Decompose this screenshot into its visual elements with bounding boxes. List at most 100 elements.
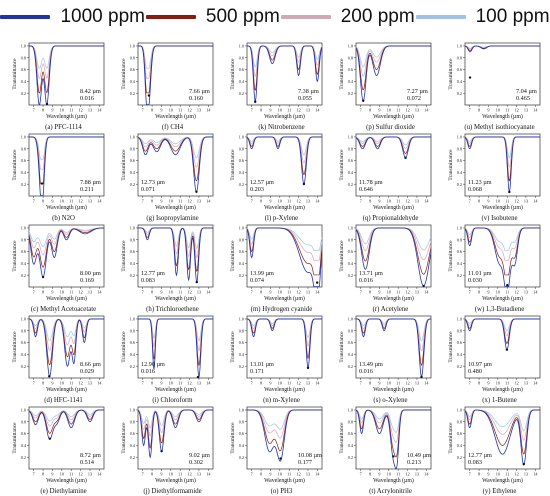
x-tick-label: 11 — [505, 290, 509, 295]
peak-marker — [506, 284, 509, 287]
spectrum-line-100ppm — [138, 409, 213, 429]
x-tick-label: 8 — [369, 381, 371, 386]
x-tick-label: 9 — [487, 108, 489, 113]
y-tick-label: 0.6 — [348, 158, 353, 163]
peak-marker — [508, 190, 511, 194]
legend-item-200ppm: 200 ppm — [280, 6, 415, 28]
panel-caption: (a) PFC-1114 — [45, 124, 82, 131]
x-axis-label: Wavelength (µm) — [46, 386, 87, 393]
x-tick-label: 14 — [315, 108, 320, 113]
peak-wavelength-label: 11.23 µm — [468, 179, 492, 186]
x-tick-label: 7 — [360, 108, 362, 113]
spectrum-panel: 0.2 0.4 0.6 0.8 1.0 7 8 9 10 11 12 13 14 Transmittanc… — [230, 42, 323, 131]
peak-value-label: 0.016 — [359, 368, 373, 375]
spectrum-line-500ppm — [29, 227, 104, 268]
y-tick-label: 0.8 — [21, 237, 26, 242]
y-tick-label: 0.2 — [348, 455, 353, 460]
y-tick-label: 0.6 — [239, 158, 244, 163]
y-tick-label: 0.4 — [130, 443, 136, 448]
spectrum-line-1000ppm — [356, 409, 431, 469]
y-tick-label: 1.0 — [348, 135, 353, 140]
x-tick-label: 13 — [415, 199, 419, 204]
y-tick-label: 0.2 — [457, 273, 462, 278]
y-tick-label: 0.2 — [457, 182, 462, 187]
panel-caption: (f) CH4 — [162, 124, 184, 131]
peak-marker — [160, 449, 163, 453]
x-tick-label: 12 — [78, 108, 82, 113]
x-tick-label: 8 — [260, 108, 262, 113]
x-tick-label: 8 — [478, 199, 480, 204]
x-tick-label: 14 — [533, 472, 538, 477]
x-tick-label: 12 — [405, 108, 409, 113]
peak-value-label: 0.016 — [141, 368, 155, 375]
peak-wavelength-label: 13.99 µm — [250, 270, 274, 277]
x-axis-label: Wavelength (µm) — [264, 204, 305, 211]
y-tick-label: 0.8 — [457, 419, 462, 424]
spectrum-line-1000ppm — [138, 409, 213, 459]
y-tick-label: 0.4 — [130, 170, 136, 175]
y-tick-label: 0.4 — [239, 261, 245, 266]
peak-value-label: 0.169 — [80, 277, 94, 284]
x-tick-label: 14 — [97, 199, 102, 204]
x-tick-label: 13 — [197, 290, 201, 295]
panel-caption: (o) PH3 — [271, 488, 293, 495]
peak-value-label: 0.083 — [141, 277, 155, 284]
x-tick-label: 7 — [33, 199, 35, 204]
x-tick-label: 7 — [251, 472, 253, 477]
plot-frame — [464, 42, 541, 106]
x-tick-label: 14 — [97, 290, 102, 295]
peak-value-label: 0.068 — [468, 186, 482, 193]
x-tick-label: 8 — [260, 381, 262, 386]
peak-marker — [40, 182, 44, 185]
x-tick-label: 8 — [151, 199, 153, 204]
x-tick-label: 9 — [51, 108, 53, 113]
x-tick-label: 12 — [405, 199, 409, 204]
x-tick-label: 7 — [33, 290, 35, 295]
legend-swatch-100ppm — [415, 15, 466, 19]
y-tick-label: 0.2 — [130, 455, 135, 460]
spectrum-line-1000ppm — [29, 409, 104, 440]
x-tick-label: 10 — [169, 199, 173, 204]
panel-caption: (m) Hydrogen cyanide — [251, 306, 313, 313]
y-tick-label: 0.2 — [21, 273, 26, 278]
y-axis-label: Transmittance — [230, 240, 236, 272]
y-tick-label: 0.4 — [348, 352, 354, 357]
x-tick-label: 14 — [533, 381, 538, 386]
spectrum-line-500ppm — [138, 409, 213, 449]
x-tick-label: 7 — [251, 108, 253, 113]
x-tick-label: 10 — [169, 472, 173, 477]
y-axis-label: Transmittance — [339, 149, 345, 181]
y-tick-label: 0.4 — [21, 443, 27, 448]
peak-marker — [422, 284, 425, 288]
y-tick-label: 0.6 — [239, 340, 244, 345]
peak-value-label: 0.072 — [407, 95, 421, 102]
y-tick-label: 0.8 — [130, 419, 135, 424]
x-axis-label: Wavelength (µm) — [373, 386, 414, 393]
spectrum-line-200ppm — [138, 136, 213, 168]
peak-wavelength-label: 7.88 µm — [80, 179, 101, 186]
x-tick-label: 9 — [160, 290, 162, 295]
x-tick-label: 8 — [260, 290, 262, 295]
x-tick-label: 7 — [142, 108, 144, 113]
x-tick-label: 10 — [278, 381, 282, 386]
x-tick-label: 7 — [360, 199, 362, 204]
x-tick-label: 14 — [424, 199, 429, 204]
x-axis-label: Wavelength (µm) — [373, 477, 414, 484]
x-tick-label: 7 — [469, 199, 471, 204]
y-tick-label: 0.8 — [130, 146, 135, 151]
x-tick-label: 12 — [514, 108, 518, 113]
x-tick-label: 11 — [287, 472, 291, 477]
spectrum-line-1000ppm — [247, 318, 322, 370]
x-tick-label: 7 — [469, 381, 471, 386]
peak-value-label: 0.071 — [141, 186, 155, 193]
x-tick-label: 8 — [42, 199, 44, 204]
spectrum-line-1000ppm — [465, 409, 540, 466]
x-tick-label: 13 — [306, 290, 310, 295]
panel-caption: (r) Acetylene — [373, 306, 409, 313]
y-tick-label: 0.4 — [130, 352, 136, 357]
spectrum-line-200ppm — [29, 227, 104, 256]
y-axis-label: Transmittance — [12, 240, 18, 272]
y-axis-label: Transmittance — [339, 240, 345, 272]
y-tick-label: 1.0 — [239, 135, 244, 140]
